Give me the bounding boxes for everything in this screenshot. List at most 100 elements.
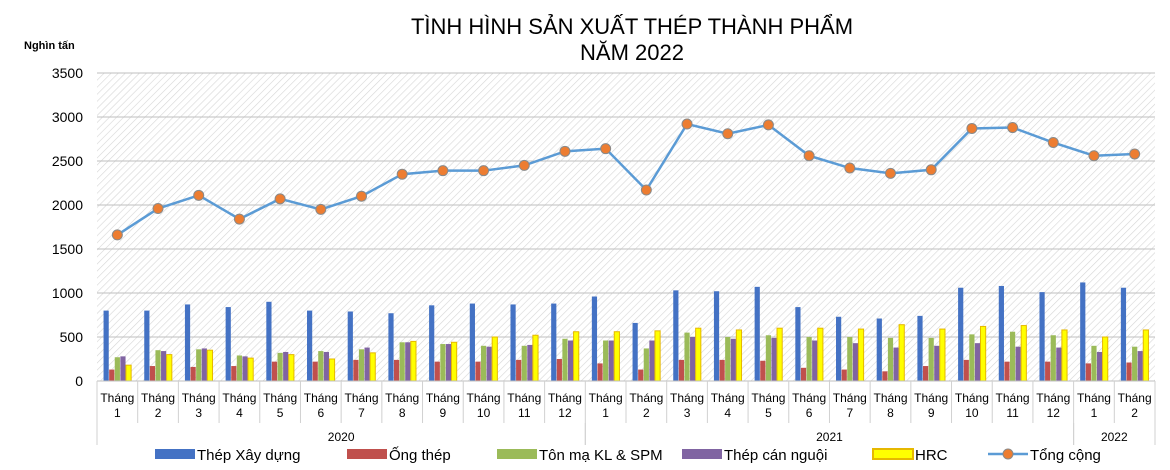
x-tick-label: Tháng (751, 391, 785, 405)
bar-hrc (450, 341, 458, 382)
bar-t-n-m-kl-spm (765, 335, 772, 381)
total-point (925, 164, 937, 176)
total-point (1129, 148, 1141, 160)
y-tick-label: 3000 (52, 109, 83, 125)
bar-t-n-m-kl-spm (277, 352, 283, 381)
bar-th-p-x-y-d-ng (795, 307, 801, 381)
x-tick-label: Tháng (1118, 391, 1152, 405)
total-point (111, 229, 123, 241)
legend-label: Ống thép (389, 446, 451, 464)
bar-th-p-x-y-d-ng (429, 305, 435, 381)
total-point (152, 203, 164, 215)
bar-th-p-x-y-d-ng (1120, 287, 1127, 381)
bar-t-n-m-kl-spm (725, 337, 731, 381)
total-point (233, 213, 245, 225)
total-point (844, 162, 856, 174)
legend-marker (1002, 448, 1014, 460)
x-tick-number: 2 (1131, 406, 1138, 420)
y-tick-label: 1500 (52, 241, 83, 257)
bar-th-p-c-n-ngu-i (934, 345, 940, 381)
bar-th-p-x-y-d-ng (998, 285, 1004, 381)
bar-t-n-m-kl-spm (399, 342, 405, 381)
x-tick-number: 1 (114, 406, 121, 420)
x-tick-label: Tháng (1077, 391, 1111, 405)
x-tick-label: Tháng (996, 391, 1030, 405)
bar-th-p-c-n-ngu-i (1015, 346, 1021, 381)
bar-ng-th-p (190, 366, 196, 381)
bar-ng-th-p (800, 367, 807, 381)
x-tick-number: 1 (602, 406, 609, 420)
x-tick-number: 8 (399, 406, 406, 420)
total-point (559, 145, 571, 157)
bar-t-n-m-kl-spm (806, 337, 812, 381)
bar-ng-th-p (678, 359, 685, 381)
bar-ng-th-p (556, 359, 562, 381)
x-tick-number: 11 (518, 406, 531, 420)
x-tick-label: Tháng (873, 391, 907, 405)
bar-th-p-x-y-d-ng (469, 303, 475, 381)
bar-ng-th-p (922, 366, 929, 381)
y-tick-label: 500 (60, 329, 84, 345)
bar-ng-th-p (1004, 361, 1010, 381)
plot-area (97, 73, 1155, 381)
bar-hrc (410, 340, 417, 382)
x-tick-number: 2 (155, 406, 162, 420)
x-tick-label: Tháng (304, 391, 338, 405)
bar-t-n-m-kl-spm (603, 340, 609, 381)
bar-t-n-m-kl-spm (480, 345, 487, 381)
y-tick-label: 0 (75, 373, 83, 389)
bar-hrc (613, 331, 620, 382)
x-tick-label: Tháng (507, 391, 541, 405)
bar-hrc (1102, 336, 1109, 382)
bar-hrc (654, 330, 661, 382)
x-tick-label: Tháng (711, 391, 745, 405)
bar-th-p-x-y-d-ng (551, 303, 557, 381)
x-tick-number: 5 (765, 406, 772, 420)
total-point (803, 150, 815, 162)
legend-label: HRC (915, 447, 948, 464)
bar-th-p-x-y-d-ng (591, 296, 598, 381)
total-point (762, 119, 774, 131)
bar-th-p-x-y-d-ng (1080, 282, 1086, 381)
bar-t-n-m-kl-spm (114, 357, 120, 381)
bar-th-p-x-y-d-ng (876, 318, 882, 381)
bar-ng-th-p (760, 360, 766, 381)
x-tick-number: 3 (684, 406, 691, 420)
total-point (396, 168, 408, 180)
x-tick-number: 2 (643, 406, 650, 420)
y-axis-label: Nghìn tấn (24, 40, 75, 52)
bar-ng-th-p (597, 363, 603, 381)
y-axis-ticks: 0 500 1000 1500 2000 2500 3000 3500 (52, 65, 83, 389)
x-tick-label: Tháng (344, 391, 378, 405)
bar-hrc (369, 352, 376, 382)
bar-t-n-m-kl-spm (1091, 345, 1097, 381)
total-point (640, 184, 652, 196)
bar-th-p-x-y-d-ng (836, 316, 842, 381)
x-tick-number: 8 (887, 406, 894, 420)
bar-th-p-c-n-ngu-i (242, 356, 248, 381)
total-point (478, 165, 490, 177)
bar-th-p-x-y-d-ng (225, 307, 231, 381)
x-tick-label: Tháng (141, 391, 175, 405)
bar-th-p-x-y-d-ng (388, 313, 394, 381)
bar-th-p-x-y-d-ng (510, 304, 516, 381)
bar-t-n-m-kl-spm (562, 338, 568, 381)
bar-hrc (573, 331, 580, 382)
total-point (1047, 137, 1059, 149)
bar-th-p-c-n-ngu-i (323, 351, 330, 381)
bar-ng-th-p (719, 359, 725, 381)
gridlines (97, 72, 1155, 382)
legend-label: Tổng cộng (1030, 447, 1101, 464)
y-tick-label: 2000 (52, 197, 83, 213)
x-tick-number: 6 (806, 406, 813, 420)
bar-t-n-m-kl-spm (358, 349, 365, 381)
x-tick-label: Tháng (955, 391, 989, 405)
bar-hrc (1061, 329, 1068, 382)
bar-th-p-c-n-ngu-i (649, 340, 655, 381)
x-tick-number: 1 (1091, 406, 1098, 420)
bar-hrc (695, 327, 702, 382)
x-tick-label: Tháng (589, 391, 623, 405)
bar-th-p-c-n-ngu-i (730, 338, 736, 381)
total-point (274, 193, 286, 205)
x-tick-label: Tháng (629, 391, 663, 405)
